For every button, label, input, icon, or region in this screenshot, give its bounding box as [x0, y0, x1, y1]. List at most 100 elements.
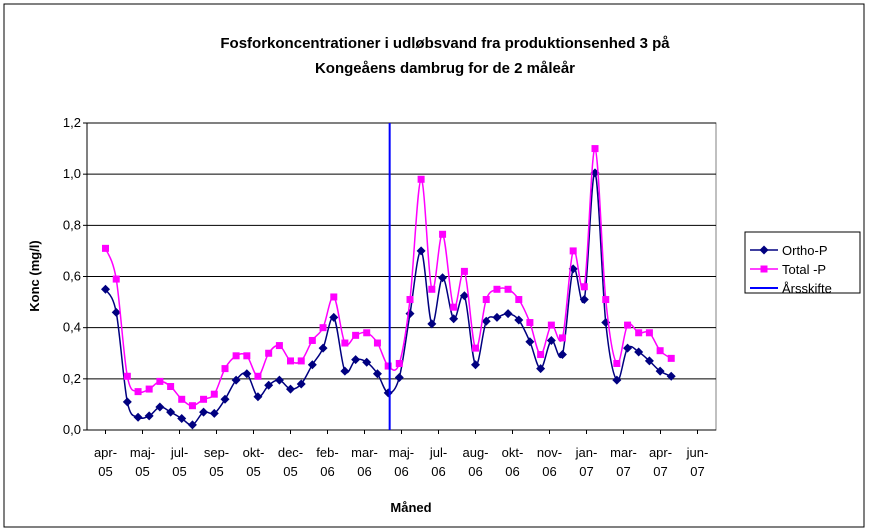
x-tick-label: jul-06 — [429, 445, 447, 479]
marker — [666, 371, 676, 381]
x-tick-label: nov-06 — [537, 445, 562, 479]
marker — [514, 315, 524, 325]
x-tick-label: aug-06 — [462, 445, 488, 479]
marker — [460, 267, 468, 275]
marker — [133, 412, 143, 422]
x-tick-label: apr-05 — [94, 445, 117, 479]
marker — [167, 383, 175, 391]
marker — [307, 360, 317, 370]
marker — [536, 364, 546, 374]
marker — [471, 360, 480, 370]
marker — [384, 362, 392, 370]
x-axis-label: Måned — [390, 500, 431, 515]
marker — [362, 357, 372, 367]
marker — [515, 296, 523, 304]
marker — [602, 296, 610, 304]
marker — [416, 246, 426, 256]
marker — [134, 388, 142, 396]
x-tick-label: dec-05 — [278, 445, 303, 479]
marker — [363, 329, 371, 337]
x-tick-label: jun-07 — [686, 445, 709, 479]
x-tick-label: feb-06 — [316, 445, 338, 479]
marker — [209, 408, 219, 418]
marker — [439, 230, 447, 238]
marker — [221, 365, 229, 373]
marker — [459, 291, 469, 301]
marker — [111, 307, 121, 317]
marker — [492, 312, 502, 322]
marker — [264, 380, 274, 390]
marker — [634, 347, 644, 357]
legend-label: Total -P — [782, 262, 826, 277]
marker — [394, 373, 404, 383]
marker — [112, 275, 120, 283]
marker — [569, 247, 577, 255]
marker — [265, 349, 273, 357]
x-tick-label: mar-06 — [351, 445, 378, 479]
marker — [242, 369, 252, 379]
marker — [297, 357, 305, 365]
y-tick-label: 0,0 — [63, 422, 81, 437]
x-tick-label: okt-05 — [243, 445, 265, 479]
marker — [187, 420, 197, 430]
marker — [199, 407, 209, 417]
y-tick-label: 1,0 — [63, 166, 81, 181]
x-tick-label: jul-05 — [170, 445, 188, 479]
marker — [449, 314, 459, 324]
y-axis-label: Konc (mg/l) — [27, 240, 42, 312]
marker — [450, 303, 458, 311]
marker — [340, 366, 350, 376]
marker — [579, 295, 589, 305]
marker — [178, 395, 186, 403]
marker — [547, 321, 555, 329]
marker — [144, 411, 154, 421]
marker — [667, 354, 675, 362]
x-tick-label: mar-07 — [610, 445, 637, 479]
marker — [504, 285, 512, 293]
marker — [427, 319, 437, 329]
marker — [580, 283, 588, 291]
marker — [287, 357, 294, 365]
marker — [624, 321, 632, 329]
x-tick-label: jan-07 — [575, 445, 598, 479]
marker — [101, 284, 110, 294]
marker — [351, 355, 361, 365]
marker — [200, 395, 208, 403]
y-tick-label: 0,4 — [63, 320, 81, 335]
marker — [644, 356, 654, 366]
marker — [308, 336, 316, 344]
marker — [438, 273, 448, 283]
marker — [210, 390, 218, 398]
marker — [156, 377, 164, 385]
marker — [546, 335, 556, 345]
marker — [372, 369, 382, 379]
marker — [623, 343, 633, 353]
x-tick-label: apr-07 — [649, 445, 672, 479]
marker — [472, 344, 479, 352]
marker — [537, 351, 545, 359]
marker — [155, 402, 165, 412]
marker — [188, 402, 196, 410]
marker — [319, 324, 327, 332]
y-tick-label: 0,8 — [63, 217, 81, 232]
marker — [102, 244, 109, 252]
marker — [591, 145, 599, 153]
x-tick-label: okt-06 — [502, 445, 524, 479]
chart-title: Fosforkoncentrationer i udløbsvand fra p… — [220, 35, 670, 52]
marker — [655, 366, 665, 376]
marker — [481, 316, 491, 326]
marker — [395, 359, 403, 367]
y-tick-label: 1,2 — [63, 115, 81, 130]
marker — [286, 384, 295, 394]
x-tick-label: sep-05 — [204, 445, 229, 479]
marker — [330, 293, 338, 301]
marker — [759, 245, 769, 255]
marker — [526, 319, 534, 327]
marker — [123, 372, 131, 380]
marker — [220, 394, 230, 404]
legend-box — [744, 231, 861, 294]
x-tick-label: maj-05 — [130, 445, 155, 479]
marker — [231, 375, 241, 385]
marker — [275, 342, 283, 350]
legend-label: Ortho-P — [782, 243, 828, 258]
